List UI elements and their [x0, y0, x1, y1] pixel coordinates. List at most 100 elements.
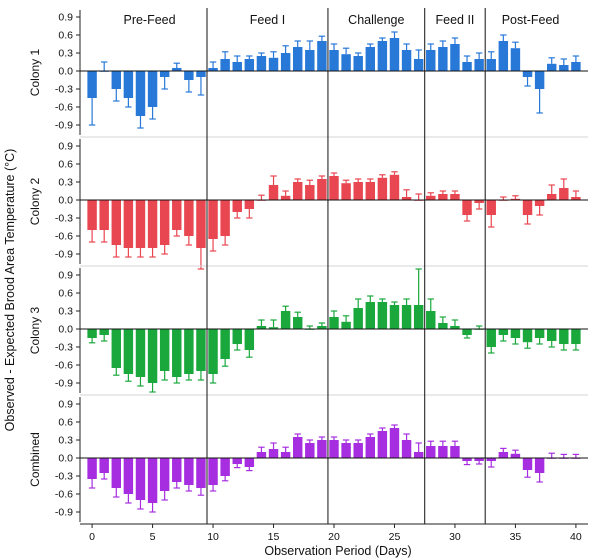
- bar: [377, 431, 388, 458]
- bar: [232, 329, 242, 344]
- panel-label: Colony 2: [28, 178, 42, 226]
- bar: [135, 71, 146, 116]
- y-tick-label: 0.9: [58, 399, 73, 411]
- bar: [329, 317, 339, 329]
- bar: [111, 458, 122, 488]
- y-tick-label: -0.6: [55, 231, 73, 243]
- bar: [534, 329, 545, 338]
- x-axis: 0 5 10 15 20 25 30 35 40: [80, 523, 588, 543]
- y-tick-label: 0.0: [58, 453, 73, 465]
- bar: [474, 200, 484, 203]
- y-tick-label: -0.6: [55, 102, 73, 114]
- y-tick-label: 0.6: [58, 30, 73, 42]
- bar: [401, 305, 412, 329]
- y-tick-label: -0.9: [55, 507, 73, 519]
- x-tick-label: 5: [150, 531, 156, 543]
- bar: [329, 440, 339, 458]
- bar: [87, 458, 97, 479]
- y-tick-label: -0.3: [55, 84, 73, 96]
- bar: [329, 50, 339, 71]
- bar: [123, 458, 134, 494]
- panel-colony-3: 0.9 0.6 0.3 0.0 -0.3 -0.6 -0.9 Colony 3: [28, 265, 588, 393]
- y-tick-label: 0.0: [58, 195, 73, 207]
- y-tick-label: -0.3: [55, 471, 73, 483]
- bar: [341, 183, 351, 200]
- phase-boundaries: [206, 8, 486, 524]
- bar: [220, 200, 230, 236]
- bar: [438, 446, 448, 458]
- y-tick-label: -0.6: [55, 489, 73, 501]
- bar: [280, 53, 291, 71]
- bar: [413, 452, 424, 458]
- bar: [99, 329, 109, 335]
- bar: [522, 458, 533, 470]
- bar: [353, 308, 363, 329]
- bar: [220, 329, 230, 359]
- y-tick-label: 0.3: [58, 48, 73, 60]
- y-tick-label: -0.9: [55, 120, 73, 132]
- bar: [280, 452, 291, 458]
- bar: [450, 326, 460, 329]
- y-tick-label: -0.3: [55, 342, 73, 354]
- bar: [268, 185, 279, 200]
- phase-labels: Pre-Feed Feed I Challenge Feed II Post-Feed: [123, 13, 559, 27]
- bar: [232, 62, 242, 71]
- y-tick-label: 0.0: [58, 324, 73, 336]
- bar: [172, 329, 182, 377]
- bar: [172, 458, 182, 482]
- bar: [426, 50, 436, 71]
- bar: [377, 41, 388, 71]
- bar: [208, 200, 218, 239]
- bar: [571, 197, 581, 200]
- bar: [426, 195, 436, 200]
- bar: [317, 326, 327, 329]
- bar: [220, 59, 230, 71]
- bar: [498, 329, 509, 335]
- bar: [401, 197, 412, 200]
- y-tick-label: 0.0: [58, 66, 73, 78]
- bar: [534, 200, 545, 206]
- bar: [546, 329, 557, 341]
- y-axis-title: Observed - Expected Brood Area Temperatu…: [3, 149, 17, 432]
- bar: [244, 59, 255, 71]
- bar: [546, 63, 557, 71]
- bar: [111, 329, 122, 368]
- bar: [365, 182, 376, 200]
- bar: [232, 200, 242, 212]
- bar: [353, 56, 363, 71]
- panel-label: Colony 3: [28, 307, 42, 355]
- bar: [522, 71, 533, 77]
- panel-colony-1: 0.9 0.6 0.3 0.0 -0.3 -0.6 -0.9 Colony 1: [28, 10, 588, 135]
- bar: [510, 198, 521, 200]
- bar: [196, 200, 206, 248]
- bar: [208, 458, 218, 485]
- bar: [147, 329, 158, 383]
- bar: [462, 458, 472, 461]
- y-tick-label: 0.3: [58, 435, 73, 447]
- bar: [305, 443, 315, 458]
- bar: [196, 71, 206, 77]
- bar: [365, 302, 376, 329]
- bar: [196, 329, 206, 371]
- bar: [522, 329, 533, 343]
- bar: [426, 311, 436, 329]
- bar: [317, 179, 327, 200]
- bar: [353, 443, 363, 458]
- bar: [341, 443, 351, 458]
- bar: [450, 44, 460, 71]
- y-tick-label: -0.3: [55, 213, 73, 225]
- x-tick-label: 25: [389, 531, 401, 543]
- bar: [389, 38, 400, 71]
- bar: [413, 59, 424, 71]
- bar: [474, 59, 484, 71]
- bar: [196, 458, 206, 488]
- bar: [99, 200, 109, 230]
- bar: [232, 458, 242, 464]
- bar: [87, 329, 97, 338]
- bar: [571, 329, 581, 344]
- bar: [450, 446, 460, 458]
- bar: [135, 329, 146, 377]
- bar: [534, 71, 545, 89]
- bar: [413, 305, 424, 329]
- x-tick-label: 35: [510, 531, 522, 543]
